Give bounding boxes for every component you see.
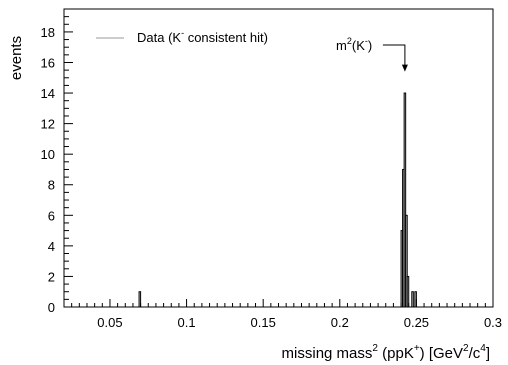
y-tick-label: 4 — [48, 239, 55, 254]
x-tick-label: 0.2 — [331, 315, 349, 330]
annotation-arrow — [382, 44, 406, 66]
x-axis-ticks: 0.05 0.1 0.15 0.2 0.25 0.3 — [71, 299, 502, 330]
annotation-arrowhead — [401, 64, 408, 72]
annotation-label: m2(K-) — [336, 36, 372, 53]
y-tick-label: 2 — [48, 269, 55, 284]
legend-label: Data (K- consistent hit) — [137, 28, 268, 45]
x-tick-label: 0.1 — [178, 315, 196, 330]
x-tick-label: 0.3 — [484, 315, 502, 330]
x-axis-title: missing mass2 (ppK+) [GeV2/c4] — [282, 343, 490, 362]
histogram-bin — [406, 275, 410, 308]
y-axis-title: events — [8, 36, 25, 80]
histogram-bin — [405, 214, 408, 308]
y-tick-label: 18 — [41, 25, 55, 40]
y-tick-label: 12 — [41, 117, 55, 132]
y-tick-label: 8 — [48, 178, 55, 193]
y-tick-label: 16 — [41, 55, 55, 70]
y-tick-label: 14 — [41, 86, 55, 101]
histogram-bin — [403, 92, 407, 308]
plot-frame — [63, 8, 494, 308]
histogram-bin — [411, 291, 414, 308]
histogram-bin — [138, 291, 142, 308]
x-tick-label: 0.15 — [251, 315, 276, 330]
x-tick-label: 0.05 — [97, 315, 122, 330]
histogram-bars — [138, 92, 417, 308]
y-tick-label: 6 — [48, 208, 55, 223]
y-axis-ticks: 0 2 4 6 8 10 12 14 16 18 — [41, 16, 73, 315]
y-tick-label: 10 — [41, 147, 55, 162]
x-tick-label: 0.25 — [404, 315, 429, 330]
y-tick-label: 0 — [48, 300, 55, 315]
